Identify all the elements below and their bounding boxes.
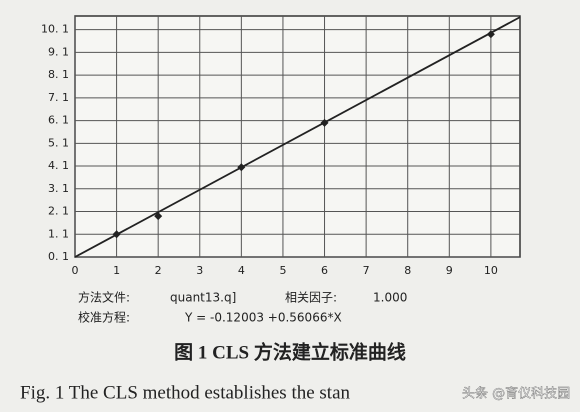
watermark: 头条 @育仪科技园: [462, 386, 570, 402]
caption-en: Fig. 1 The CLS method establishes the st…: [20, 382, 351, 403]
y-tick-label: 7. 1: [48, 91, 69, 104]
y-tick-label: 5. 1: [48, 136, 69, 149]
x-tick-label: 1: [113, 264, 120, 277]
correlation: 1.000: [373, 291, 407, 305]
y-tick-label: 10. 1: [41, 23, 69, 36]
y-tick-label: 0. 1: [48, 250, 69, 263]
x-tick-label: 8: [404, 264, 411, 277]
correlation-label: 相关因子:: [285, 291, 337, 305]
point: [320, 118, 329, 127]
method-file-label: 方法文件:: [78, 290, 130, 305]
x-tick-label: 0: [72, 264, 79, 277]
fit-line: [74, 16, 521, 258]
y-tick-label: 2. 1: [48, 205, 69, 218]
x-tick-label: 6: [321, 264, 328, 277]
x-tick-label: 5: [279, 264, 286, 277]
caption-cn: 图 1 CLS 方法建立标准曲线: [174, 340, 406, 363]
point: [486, 30, 495, 39]
point: [112, 230, 121, 239]
point: [154, 212, 163, 221]
y-tick-label: 9. 1: [48, 45, 69, 58]
method-file: quant13.q]: [170, 291, 236, 305]
x-tick-label: 4: [238, 264, 245, 277]
x-tick-label: 3: [196, 264, 203, 277]
y-tick-label: 3. 1: [48, 182, 69, 195]
x-tick-label: 9: [446, 264, 453, 277]
point: [237, 163, 246, 172]
x-tick-label: 2: [155, 264, 162, 277]
y-tick-label: 8. 1: [48, 68, 69, 81]
y-tick-label: 1. 1: [48, 227, 69, 240]
x-tick-label: 7: [363, 264, 370, 277]
y-tick-label: 4. 1: [48, 159, 69, 172]
x-tick-label: 10: [484, 264, 498, 277]
y-tick-label: 6. 1: [48, 114, 69, 127]
equation: Y = -0.12003 +0.56066*X: [184, 311, 342, 325]
equation-label: 校准方程:: [78, 310, 130, 325]
